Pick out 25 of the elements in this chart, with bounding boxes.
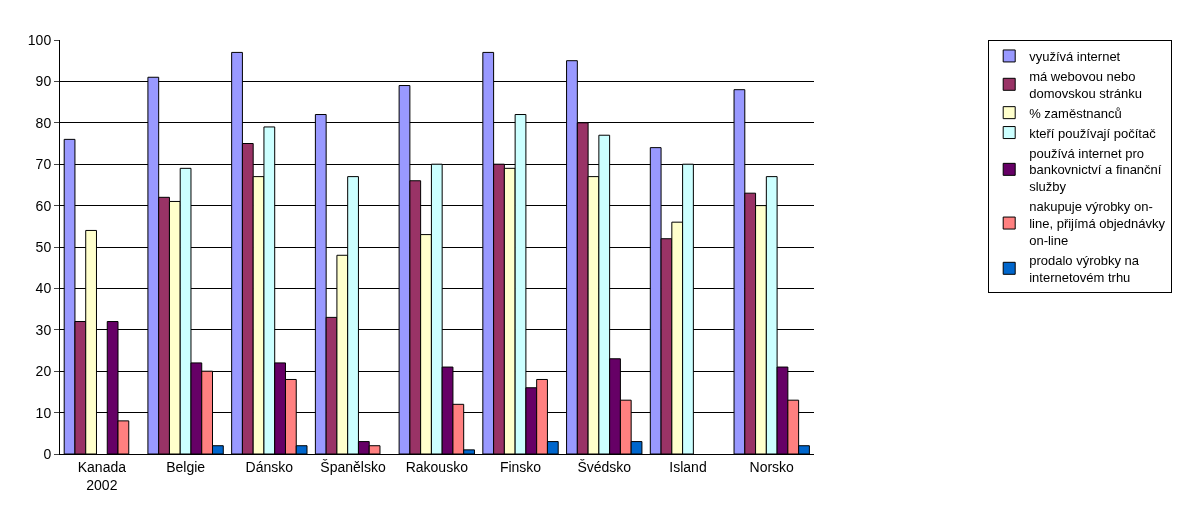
y-tick-label: 10 <box>35 404 52 421</box>
x-tick-label: Belgie <box>166 458 206 475</box>
legend-label: prodalo výrobky na internetovém trhu <box>1029 252 1140 285</box>
y-tick-label: 50 <box>35 238 52 255</box>
x-tick-label: Španělsko <box>320 458 386 475</box>
y-tick-label: 90 <box>35 73 52 90</box>
y-tick-label: 0 <box>43 445 52 462</box>
x-tick-label: Finsko <box>499 458 542 475</box>
legend-label: kteří používají počítač <box>1029 125 1157 141</box>
legend-label: využívá internet <box>1029 49 1121 65</box>
y-tick-label: 70 <box>35 156 52 173</box>
y-tick-label: 80 <box>35 114 52 131</box>
x-tick-label: Kanada 2002 <box>77 458 127 493</box>
legend-label: má webovou nebo domovskou stránku <box>1029 68 1142 101</box>
x-tick-label: Island <box>669 458 707 475</box>
y-tick-label: 30 <box>35 321 52 338</box>
y-tick-label: 60 <box>35 197 52 214</box>
y-tick-label: 100 <box>27 31 52 48</box>
y-tick-label: 20 <box>35 363 52 380</box>
x-tick-label: Švédsko <box>577 458 632 475</box>
x-tick-label: Rakousko <box>405 458 469 475</box>
x-tick-label: Dánsko <box>245 458 294 475</box>
x-tick-label: Norsko <box>749 458 795 475</box>
legend-label: % zaměstnanců <box>1029 105 1122 121</box>
y-tick-label: 40 <box>35 280 52 297</box>
